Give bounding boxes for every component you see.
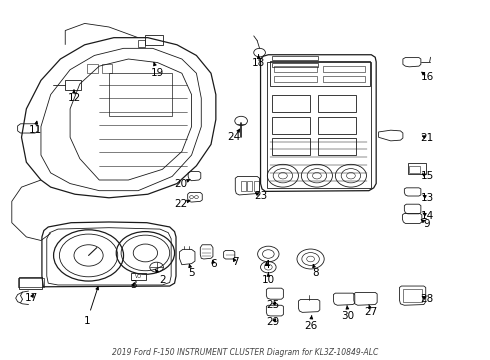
Text: 6: 6 bbox=[210, 258, 217, 269]
Text: 5: 5 bbox=[188, 264, 195, 278]
Text: 21: 21 bbox=[420, 133, 434, 143]
Text: 22: 22 bbox=[174, 199, 190, 209]
Text: 2: 2 bbox=[155, 269, 166, 285]
Text: 25: 25 bbox=[267, 300, 280, 310]
Text: 14: 14 bbox=[420, 211, 434, 221]
Text: 15: 15 bbox=[420, 171, 434, 181]
Text: 24: 24 bbox=[228, 129, 241, 142]
Text: 11: 11 bbox=[28, 121, 42, 135]
Text: 30: 30 bbox=[342, 305, 355, 321]
Text: 3: 3 bbox=[130, 280, 137, 290]
Text: 8: 8 bbox=[312, 264, 319, 278]
Text: 26: 26 bbox=[304, 315, 317, 331]
Text: 27: 27 bbox=[365, 305, 378, 318]
Text: 7: 7 bbox=[232, 257, 239, 267]
Text: 4: 4 bbox=[264, 260, 270, 270]
Text: 29: 29 bbox=[267, 317, 280, 327]
Text: 17: 17 bbox=[24, 293, 38, 303]
Text: 13: 13 bbox=[420, 193, 434, 203]
Text: 9: 9 bbox=[421, 219, 431, 229]
Text: 10: 10 bbox=[262, 273, 275, 285]
Text: 2019 Ford F-150 INSTRUMENT CLUSTER Diagram for KL3Z-10849-ALC: 2019 Ford F-150 INSTRUMENT CLUSTER Diagr… bbox=[112, 348, 378, 357]
Text: VO: VO bbox=[135, 274, 142, 279]
Text: 20: 20 bbox=[174, 179, 190, 189]
Text: 12: 12 bbox=[67, 90, 81, 103]
Text: 16: 16 bbox=[420, 72, 434, 82]
Text: 18: 18 bbox=[252, 55, 265, 68]
Text: 23: 23 bbox=[254, 191, 267, 201]
Text: 1: 1 bbox=[84, 287, 98, 325]
Text: 28: 28 bbox=[420, 294, 434, 304]
Text: 19: 19 bbox=[151, 63, 164, 78]
